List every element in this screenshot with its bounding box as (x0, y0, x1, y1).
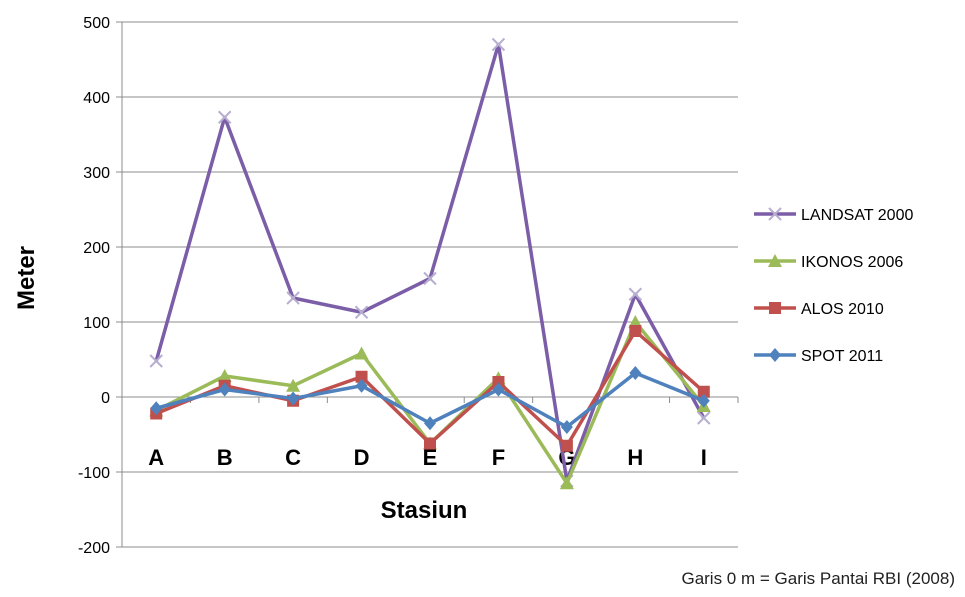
data-point (355, 370, 368, 383)
marker-stroke (423, 271, 437, 286)
legend-label: LANDSAT 2000 (801, 207, 913, 224)
data-point (217, 110, 232, 124)
x-tick-label: B (217, 445, 233, 470)
y-tick-label: 200 (83, 240, 110, 257)
y-tick-label: 0 (101, 390, 110, 407)
y-tick-label: -200 (78, 540, 110, 557)
data-point (628, 315, 643, 328)
series-lines (149, 37, 711, 490)
data-point (697, 393, 710, 408)
legend-item: SPOT 2011 (754, 348, 883, 365)
marker-stroke (354, 305, 369, 319)
data-point (218, 382, 231, 397)
series-line (154, 42, 706, 483)
x-tick-label: D (354, 445, 370, 470)
y-axis-label: Meter (13, 246, 40, 310)
data-point (287, 391, 300, 406)
marker-stroke (491, 37, 506, 52)
data-point (424, 416, 436, 431)
series-spot-2011 (150, 366, 710, 434)
y-tick-label: -100 (78, 465, 110, 482)
footnote: Garis 0 m = Garis Pantai RBI (2008) (681, 569, 955, 588)
data-point (559, 476, 574, 490)
data-point (697, 385, 710, 398)
data-point (629, 325, 642, 337)
legend-label: ALOS 2010 (801, 301, 884, 318)
data-point (355, 378, 368, 393)
series-landsat-2000 (149, 37, 711, 488)
y-tick-label: 500 (83, 15, 110, 32)
x-tick-label: F (492, 445, 505, 470)
data-point (768, 207, 782, 221)
legend-item: IKONOS 2006 (754, 254, 903, 271)
data-point (150, 401, 163, 416)
data-point (492, 382, 505, 397)
data-point (560, 420, 573, 434)
data-point (149, 354, 163, 368)
marker-stroke (697, 411, 711, 425)
marker-stroke (768, 207, 782, 221)
data-point (768, 254, 782, 267)
data-point (286, 378, 301, 392)
y-tick-label: 400 (83, 90, 110, 107)
legend: LANDSAT 2000 IKONOS 2006 ALOS 2010 SPOT 201… (754, 207, 913, 365)
data-point (629, 366, 642, 380)
y-tick-label: 100 (83, 315, 110, 332)
gridlines (122, 21, 738, 548)
legend-item: LANDSAT 2000 (754, 207, 913, 224)
data-point (628, 287, 643, 301)
data-point (424, 437, 436, 450)
marker-stroke (286, 291, 300, 305)
data-point (769, 348, 781, 362)
data-point (217, 369, 232, 382)
data-point (286, 291, 300, 305)
data-point (769, 302, 781, 314)
marker-stroke (628, 287, 643, 301)
x-tick-label: I (701, 445, 707, 470)
data-point (492, 376, 505, 388)
x-tick-label: C (285, 445, 301, 470)
data-point (423, 271, 437, 286)
x-tick-label: H (627, 445, 643, 470)
data-point (560, 439, 573, 452)
data-point (354, 346, 369, 360)
legend-label: SPOT 2011 (801, 348, 883, 365)
data-point (697, 411, 711, 425)
x-tick-label: E (423, 445, 438, 470)
marker-stroke (217, 110, 232, 124)
legend-item: ALOS 2010 (754, 301, 884, 318)
marker-stroke (149, 354, 163, 368)
y-tick-label: 300 (83, 165, 110, 182)
x-tick-label: A (148, 445, 164, 470)
data-point (354, 305, 369, 319)
x-axis-label: Stasiun (381, 497, 468, 524)
data-point (491, 37, 506, 52)
series-alos-2010 (150, 325, 710, 452)
legend-label: IKONOS 2006 (801, 254, 903, 271)
